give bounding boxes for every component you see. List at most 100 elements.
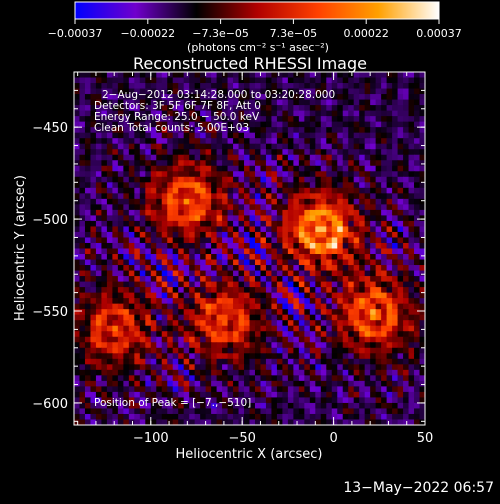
heatmap-cell <box>331 209 338 217</box>
heatmap-cell <box>205 149 212 156</box>
heatmap-cell <box>227 408 234 415</box>
heatmap-cell <box>381 254 388 261</box>
heatmap-cell <box>359 242 366 250</box>
heatmap-cell <box>386 298 393 305</box>
heatmap-cell <box>304 154 311 161</box>
heatmap-cell <box>359 187 366 194</box>
heatmap-cell <box>254 298 262 305</box>
heatmap-cell <box>260 303 267 310</box>
heatmap-cell <box>183 121 190 128</box>
heatmap-cell <box>386 391 393 399</box>
heatmap-cell <box>342 397 349 404</box>
heatmap-cell <box>359 347 366 354</box>
heatmap-cell <box>342 88 349 95</box>
heatmap-cell <box>211 276 218 283</box>
heatmap-cell <box>403 276 410 283</box>
heatmap-cell <box>408 94 415 101</box>
heatmap-cell <box>222 132 229 139</box>
heatmap-cell <box>194 138 201 145</box>
heatmap-cell <box>238 375 245 382</box>
heatmap-cell <box>359 380 366 387</box>
heatmap-cell <box>211 287 218 294</box>
heatmap-cell <box>342 176 349 183</box>
heatmap-cell <box>348 237 355 244</box>
heatmap-cell <box>342 220 349 228</box>
heatmap-cell <box>298 342 305 349</box>
heatmap-cell <box>331 342 338 349</box>
heatmap-cell <box>156 143 163 150</box>
heatmap-cell <box>397 386 404 393</box>
heatmap-cell <box>79 287 86 294</box>
heatmap-cell <box>79 121 86 128</box>
heatmap-cell <box>211 325 218 332</box>
heatmap-cell <box>178 176 185 183</box>
heatmap-cell <box>359 265 366 272</box>
heatmap-cell <box>90 154 97 161</box>
annotation-time-range: 2−Aug−2012 03:14:28.000 to 03:20:28.000 <box>102 89 335 101</box>
heatmap-cell <box>79 336 86 343</box>
heatmap-cell <box>320 358 327 365</box>
heatmap-cell <box>227 237 234 244</box>
heatmap-cell <box>359 132 366 139</box>
heatmap-cell <box>254 116 262 123</box>
heatmap-cell <box>315 226 322 233</box>
heatmap-cell <box>156 303 163 310</box>
heatmap-cell <box>238 94 245 101</box>
heatmap-cell <box>265 165 273 172</box>
heatmap-cell <box>178 165 185 172</box>
heatmap-cell <box>375 77 382 84</box>
heatmap-cell <box>200 187 207 194</box>
heatmap-cell <box>172 149 179 156</box>
heatmap-cell <box>414 88 421 95</box>
heatmap-cell <box>123 165 130 172</box>
heatmap-cell <box>348 320 355 327</box>
heatmap-cell <box>244 105 251 112</box>
heatmap-cell <box>74 242 81 250</box>
heatmap-cell <box>134 276 141 283</box>
heatmap-cell <box>403 187 410 194</box>
heatmap-cell <box>381 309 388 316</box>
heatmap-cell <box>233 402 240 410</box>
heatmap-cell <box>337 231 344 239</box>
heatmap-cell <box>167 204 174 211</box>
heatmap-cell <box>205 116 212 123</box>
heatmap-cell <box>167 386 174 393</box>
heatmap-cell <box>194 193 201 200</box>
heatmap-cell <box>403 397 410 404</box>
heatmap-cell <box>183 298 190 305</box>
heatmap-cell <box>326 259 333 266</box>
heatmap-cell <box>298 154 305 161</box>
heatmap-cell <box>342 105 349 112</box>
heatmap-cell <box>359 281 366 288</box>
heatmap-cell <box>309 132 316 139</box>
heatmap-cell <box>320 231 327 239</box>
heatmap-cell <box>287 88 294 95</box>
heatmap-cell <box>320 220 327 228</box>
heatmap-cell <box>112 165 119 172</box>
heatmap-cell <box>364 419 371 425</box>
heatmap-cell <box>293 99 300 106</box>
heatmap-cell <box>298 88 305 95</box>
heatmap-cell <box>375 105 382 112</box>
heatmap-cell <box>287 220 294 228</box>
heatmap-cell <box>74 231 81 239</box>
heatmap-cell <box>271 105 278 112</box>
heatmap-cell <box>238 391 245 399</box>
heatmap-cell <box>293 314 300 321</box>
heatmap-cell <box>370 375 377 382</box>
heatmap-cell <box>359 408 366 415</box>
heatmap-cell <box>211 138 218 145</box>
heatmap-cell <box>315 88 322 95</box>
heatmap-cell <box>161 358 168 365</box>
heatmap-cell <box>375 132 382 139</box>
heatmap-cell <box>397 298 404 305</box>
heatmap-cell <box>112 105 119 112</box>
heatmap-cell <box>205 94 212 101</box>
heatmap-cell <box>161 83 168 90</box>
y-tick-label: −500 <box>32 213 68 228</box>
heatmap-cell <box>326 182 333 189</box>
heatmap-cell <box>298 303 305 310</box>
heatmap-cell <box>189 171 196 178</box>
heatmap-cell <box>74 121 81 128</box>
heatmap-cell <box>101 138 108 145</box>
